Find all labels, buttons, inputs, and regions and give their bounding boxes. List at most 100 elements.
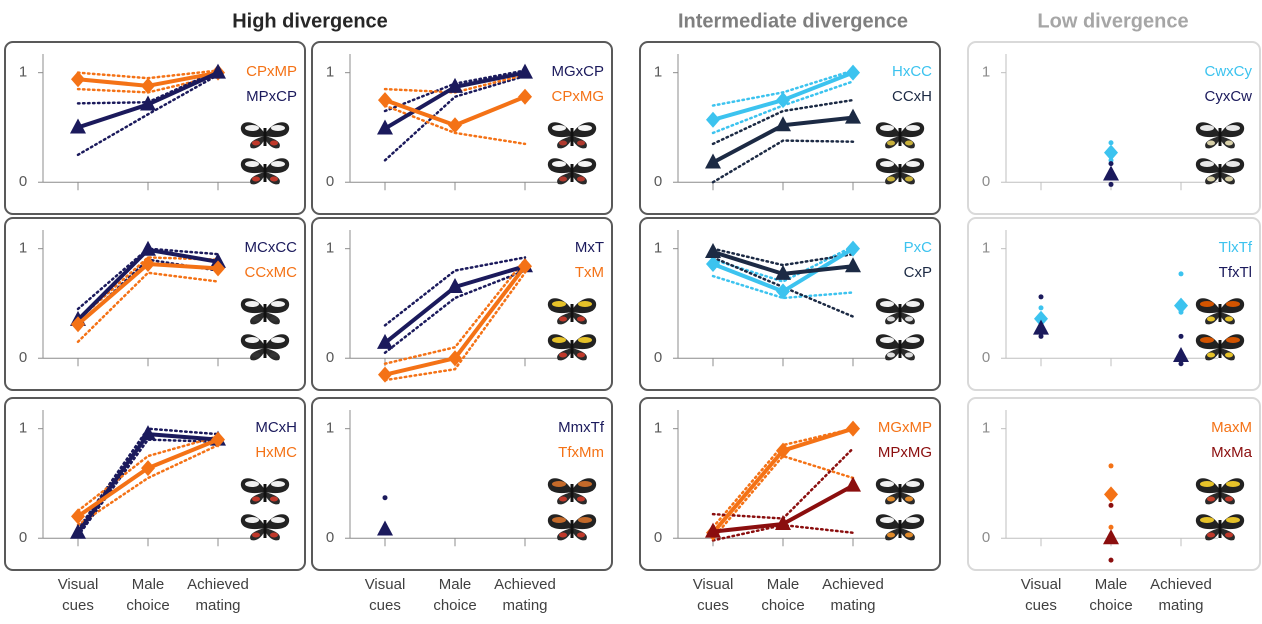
wing-patch xyxy=(552,125,566,131)
wing-patch xyxy=(559,533,567,538)
legend-entry: MPxCP xyxy=(246,88,297,105)
legend-entry: MCxH xyxy=(255,419,297,436)
legend-entry: CyxCw xyxy=(1205,88,1253,105)
body xyxy=(1219,520,1222,538)
ci-line xyxy=(78,440,218,536)
wing-patch xyxy=(245,161,259,167)
marker-triangle xyxy=(377,520,393,535)
y-tick-label: 1 xyxy=(982,240,990,257)
marker-triangle xyxy=(1103,529,1119,544)
wing-patch xyxy=(1226,125,1240,131)
wing-patch xyxy=(552,481,566,487)
marker-diamond xyxy=(706,112,720,128)
wing-patch xyxy=(245,517,259,523)
wing-patch xyxy=(245,301,259,307)
wing-patch xyxy=(552,301,566,307)
wing-patch xyxy=(880,337,894,343)
wing-patch xyxy=(905,177,913,182)
body xyxy=(264,484,267,502)
legend-entry: TxM xyxy=(575,264,604,281)
marker-triangle xyxy=(1173,347,1189,362)
butterfly-icon xyxy=(548,158,596,184)
butterfly-icon xyxy=(1196,514,1244,540)
x-tick-label: Visual cues xyxy=(678,574,748,616)
figure: High divergence Intermediate divergence … xyxy=(0,0,1262,624)
marker-diamond xyxy=(1174,298,1188,314)
wing-patch xyxy=(270,141,278,146)
wing-patch xyxy=(559,317,567,322)
body xyxy=(264,128,267,146)
wing-patch xyxy=(577,317,585,322)
wing-patch xyxy=(1200,481,1214,487)
y-tick-label: 1 xyxy=(326,240,334,257)
marker-diamond xyxy=(846,241,860,257)
wing-patch xyxy=(271,337,285,343)
butterfly-icon xyxy=(1196,298,1244,324)
wing-patch xyxy=(552,517,566,523)
body xyxy=(571,304,574,322)
wing-patch xyxy=(578,161,592,167)
wing-patch xyxy=(906,161,920,167)
ci-dot xyxy=(1109,503,1114,508)
wing-patch xyxy=(552,161,566,167)
marker-diamond xyxy=(846,421,860,437)
wing-patch xyxy=(578,517,592,523)
wing-patch xyxy=(559,497,567,502)
wing-patch xyxy=(270,353,278,358)
body xyxy=(264,340,267,358)
wing-patch xyxy=(880,517,894,523)
wing-patch xyxy=(271,301,285,307)
legend-entry: CwxCy xyxy=(1205,63,1253,80)
y-tick-label: 0 xyxy=(982,529,990,546)
wing-patch xyxy=(1200,125,1214,131)
wing-patch xyxy=(271,161,285,167)
wing-patch xyxy=(552,337,566,343)
wing-patch xyxy=(905,533,913,538)
wing-patch xyxy=(559,353,567,358)
legend-entry: TfxTl xyxy=(1219,264,1252,281)
y-tick-label: 0 xyxy=(326,349,334,366)
marker-triangle xyxy=(845,109,861,124)
y-tick-label: 0 xyxy=(982,173,990,190)
butterfly-icon xyxy=(876,514,924,540)
wing-patch xyxy=(887,533,895,538)
wing-patch xyxy=(1226,161,1240,167)
wing-patch xyxy=(1207,141,1215,146)
ci-dot xyxy=(1109,558,1114,563)
x-tick-label: Male choice xyxy=(748,574,818,616)
body xyxy=(571,520,574,538)
wing-patch xyxy=(577,353,585,358)
wing-patch xyxy=(1200,517,1214,523)
butterfly-icon xyxy=(241,514,289,540)
wing-patch xyxy=(1225,177,1233,182)
wing-patch xyxy=(880,161,894,167)
heading: High divergence xyxy=(232,10,388,32)
marker-diamond xyxy=(378,92,392,108)
legend-entry: CxP xyxy=(904,264,932,281)
wing-patch xyxy=(1225,353,1233,358)
body xyxy=(899,340,902,358)
ci-dot xyxy=(1179,271,1184,276)
legend-entry: PxC xyxy=(904,239,933,256)
body xyxy=(571,164,574,182)
legend-entry: MxT xyxy=(575,239,604,256)
wing-patch xyxy=(559,177,567,182)
legend-entry: MGxCP xyxy=(552,63,605,80)
butterfly-icon xyxy=(548,478,596,504)
wing-patch xyxy=(578,337,592,343)
butterfly-icon xyxy=(876,122,924,148)
ci-dot xyxy=(1109,140,1114,145)
wing-patch xyxy=(252,497,260,502)
marker-triangle xyxy=(1103,166,1119,181)
ci-line xyxy=(78,429,218,530)
y-tick-label: 1 xyxy=(19,64,27,81)
wing-patch xyxy=(1207,497,1215,502)
wing-patch xyxy=(1225,317,1233,322)
wing-patch xyxy=(1200,301,1214,307)
wing-patch xyxy=(887,353,895,358)
body xyxy=(264,164,267,182)
y-tick-label: 0 xyxy=(982,349,990,366)
butterfly-icon xyxy=(241,478,289,504)
wing-patch xyxy=(271,517,285,523)
series-line xyxy=(78,264,218,324)
